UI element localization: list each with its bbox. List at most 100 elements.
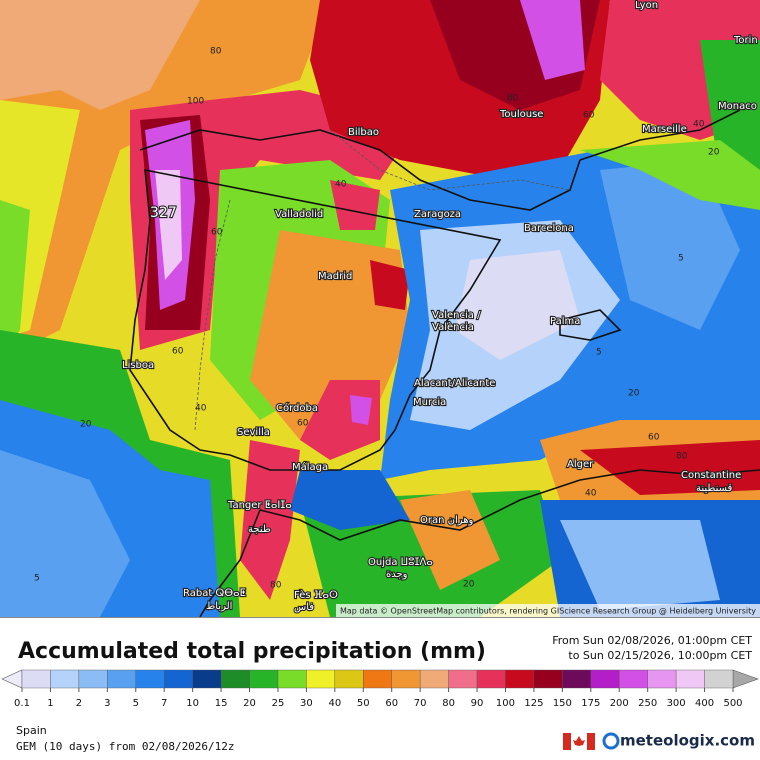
city-label: Zaragoza [414,209,461,220]
tick-label: 70 [414,698,427,709]
color-swatch [277,669,307,689]
city-label: Oran وهران [420,515,474,526]
precip-area [520,0,585,80]
contour-label: 40 [693,120,705,130]
color-swatch [334,669,364,689]
precip-area [0,450,130,617]
brand: meteologix.com [620,732,755,750]
tick-label: 300 [667,698,686,709]
contour-label: 60 [648,433,660,443]
tick-label: 0.1 [14,698,30,709]
city-label: Tanger ⵟⴰⵏⵊⴰ [227,500,292,511]
contour-label: 5 [678,254,684,264]
coastline [129,129,581,471]
precip-area [0,200,30,360]
contour-label: 60 [297,419,309,429]
colorbar: 0.1 1 2 3 5 7 10 15 20 25 30 40 50 60 70 80 90 100 125 150 1… [1,669,759,709]
precip-area [400,490,500,590]
city-label: Oujda ⵡⵓⵊⴷⴰ [368,557,433,568]
precip-area [455,250,580,360]
contour-label: 80 [270,581,282,591]
city-label: Marseille [642,124,687,135]
color-swatch [505,669,535,689]
contour-label: 20 [708,148,720,158]
tick-label: 125 [524,698,543,709]
attribution: Map data © OpenStreetMap contributors, r… [340,607,756,616]
color-swatch [704,669,734,689]
max-label: 327 [150,205,177,221]
city-label: Toulouse [499,109,543,120]
color-swatch [647,669,677,689]
color-swatch [163,669,193,689]
logo [602,732,620,750]
city-label: Barcelona [524,223,574,234]
city-label: Torin [733,35,758,46]
contour-label: 20 [80,420,92,430]
color-swatch [448,669,478,689]
color-swatch [192,669,222,689]
tick-label: 60 [385,698,398,709]
flag-band [563,733,571,750]
contour-label: 20 [463,580,475,590]
city-label: قسنطينة [696,483,733,494]
tick-label: 15 [215,698,228,709]
city-label: Fès ⴼⴰⵙ [294,589,338,601]
precip-area [350,395,372,425]
precip-area [290,470,410,530]
date-to: to Sun 02/15/2026, 10:00pm CET [568,649,752,662]
city-label: Valladolid [275,209,323,220]
color-swatch [476,669,506,689]
city-label: Sevilla [237,427,270,438]
contour-label: 40 [585,489,597,499]
color-swatch [419,669,449,689]
city-label: فاس [294,602,314,613]
tick-label: 50 [357,698,370,709]
city-label: Alacant/Alicante [414,378,495,389]
contour-label: 60 [172,347,184,357]
contour-label: 80 [507,94,519,104]
tick-label: 150 [553,698,572,709]
contour-label: 80 [676,452,688,462]
region: Spain [16,724,47,737]
tick-label: 250 [638,698,657,709]
contour-label: 40 [195,404,207,414]
tick-label: 1 [47,698,53,709]
color-swatch [306,669,336,689]
tick-label: 400 [695,698,714,709]
color-swatch [50,669,80,689]
contour-label: 100 [187,97,204,107]
tick-label: 175 [581,698,600,709]
city-label: Monaco [718,101,757,112]
coastline [199,109,760,617]
city-label: الرباط [206,601,232,612]
tick-label: 7 [161,698,167,709]
color-swatch [619,669,648,689]
precip-area [0,0,200,110]
precip-area [600,160,740,330]
flag [563,733,595,750]
contour-label: 20 [628,389,640,399]
city-label: Málaga [292,461,328,473]
precip-area [560,520,720,610]
date-from: From Sun 02/08/2026, 01:00pm CET [552,634,752,647]
city-label: طنجة [248,524,271,535]
color-swatch [675,669,705,689]
color-swatch [220,669,250,689]
tick-label: 80 [442,698,455,709]
contour-label: 60 [583,111,595,121]
city-label: Alger [567,459,594,470]
color-swatch [249,669,279,689]
tick-label: 90 [471,698,484,709]
tick-label: 500 [723,698,742,709]
city-label: Córdoba [276,402,318,414]
tick-label: 40 [328,698,341,709]
precip-area [240,440,300,600]
precip-area [580,440,760,495]
city-label: Murcia [413,397,446,408]
color-swatch [391,669,421,689]
colorbar-arrow [1,669,23,689]
color-swatch [590,669,620,689]
tick-label: 20 [243,698,256,709]
title: Accumulated total precipitation (mm) [18,639,486,664]
